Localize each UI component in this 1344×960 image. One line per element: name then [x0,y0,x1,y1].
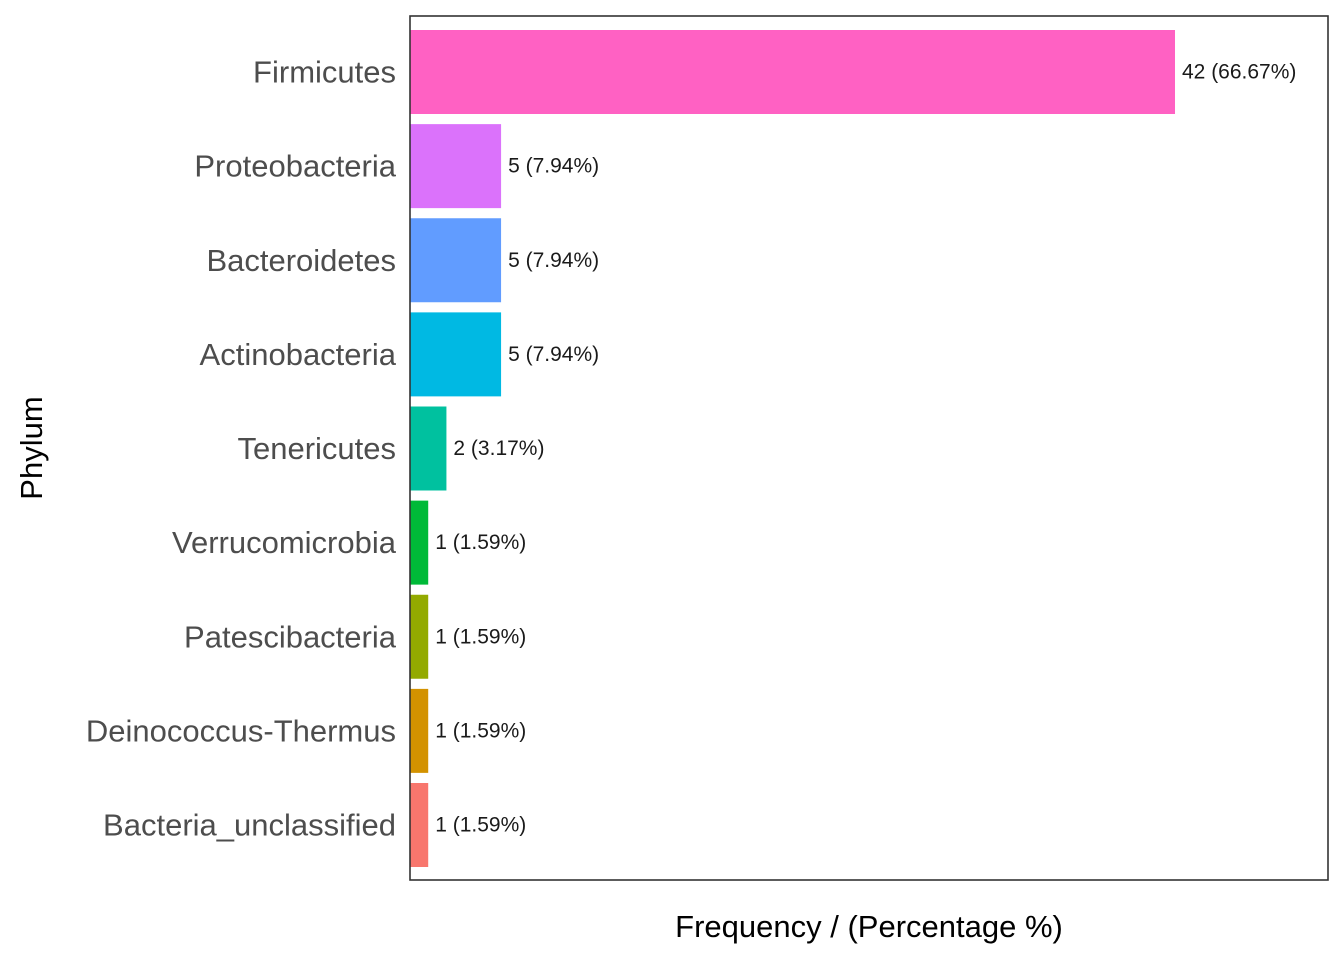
bar-bacteria-unclassified [410,783,429,867]
bar-actinobacteria [410,312,502,397]
category-label-tenericutes: Tenericutes [237,431,396,466]
bar-proteobacteria [410,124,502,209]
plot-panel-border [409,15,1329,881]
value-label-actinobacteria: 5 (7.94%) [508,343,599,366]
value-label-proteobacteria: 5 (7.94%) [508,155,599,178]
value-labels: 42 (66.67%) 5 (7.94%) 5 (7.94%) 5 (7.94%) 2 … [435,61,1296,837]
value-label-tenericutes: 2 (3.17%) [453,437,544,460]
bar-patescibacteria [410,594,429,679]
value-label-bacteria-unclassified: 1 (1.59%) [435,814,526,837]
x-axis-title: Frequency / (Percentage %) [675,909,1063,944]
category-label-deinococcus-thermus: Deinococcus-Thermus [86,713,396,748]
bar-bacteroidetes [410,218,502,303]
category-label-patescibacteria: Patescibacteria [184,619,397,654]
value-label-bacteroidetes: 5 (7.94%) [508,249,599,272]
bar-tenericutes [410,406,447,491]
bar-verrucomicrobia [410,500,429,585]
y-axis-title: Phylum [14,396,49,499]
value-label-verrucomicrobia: 1 (1.59%) [435,531,526,554]
bar-firmicutes [410,30,1175,114]
value-label-deinococcus-thermus: 1 (1.59%) [435,719,526,742]
category-label-actinobacteria: Actinobacteria [200,337,397,372]
bar-deinococcus-thermus [410,688,429,773]
category-label-bacteroidetes: Bacteroidetes [206,243,396,278]
value-label-patescibacteria: 1 (1.59%) [435,625,526,648]
category-label-verrucomicrobia: Verrucomicrobia [172,525,397,560]
bars-layer [410,30,1175,867]
category-label-bacteria-unclassified: Bacteria_unclassified [103,808,396,843]
category-label-firmicutes: Firmicutes [253,55,396,90]
category-label-proteobacteria: Proteobacteria [194,149,396,184]
value-label-firmicutes: 42 (66.67%) [1182,61,1296,84]
category-labels: Firmicutes Proteobacteria Bacteroidetes Act… [86,55,397,843]
